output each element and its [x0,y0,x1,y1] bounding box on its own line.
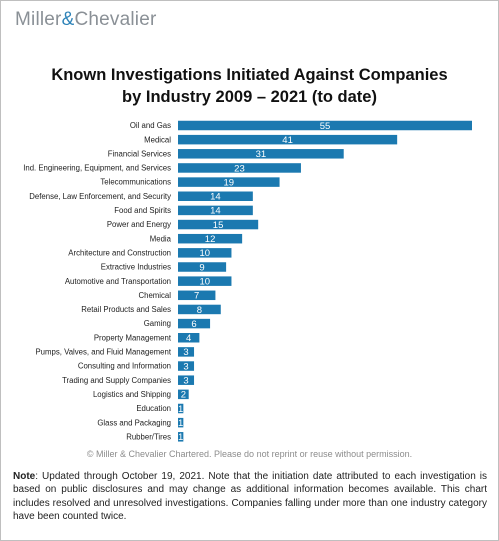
bar-value-label: 6 [191,319,196,330]
bar [178,219,259,230]
bar-value-label: 3 [183,347,188,358]
bar [178,276,232,286]
bar [178,347,195,357]
bar-value-label: 41 [282,135,293,146]
brand-ampersand: & [61,9,75,30]
bar-value-label: 12 [205,234,216,245]
bar-value-label: 1 [178,432,183,443]
bar [178,389,189,400]
bar [178,403,184,414]
bar-value-label: 31 [256,149,267,160]
copyright-notice: © Miller & Chevalier Chartered. Please d… [86,449,413,459]
footnote: Note: Updated through October 19, 2021. … [13,470,487,523]
bar-value-label: 1 [178,404,183,415]
bar-value-label: 23 [234,163,245,174]
chart-title: Known Investigations Initiated Against C… [0,64,499,108]
bar [178,120,472,131]
category-label: Gaming [144,319,171,328]
category-label: Pumps, Valves, and Fluid Management [35,348,171,357]
bar [178,375,195,385]
bar-value-label: 15 [213,220,224,231]
bar [178,417,184,428]
bar [178,361,195,371]
category-label: Financial Services [108,149,171,158]
category-label: Medical [144,135,171,144]
bar [178,177,280,187]
bar-value-label: 10 [199,276,210,287]
category-label: Automotive and Transportation [65,277,171,286]
brand-logo: Miller&Chevalier [15,9,157,31]
bar [178,290,216,301]
bar-value-label: 14 [210,206,221,217]
bar-value-label: 3 [183,376,188,387]
bar-value-label: 55 [320,121,331,132]
category-label: Defense, Law Enforcement, and Security [29,192,171,201]
bar [178,233,243,244]
brand-name-left: Miller [15,9,62,30]
chart-title-line2: by Industry 2009 – 2021 (to date) [122,88,377,106]
category-label: Media [150,234,172,243]
bar-value-label: 1 [178,418,183,429]
category-label: Oil and Gas [130,121,171,130]
category-label: Trading and Supply Companies [62,376,171,385]
bar-value-label: 19 [223,177,234,188]
category-label: Property Management [94,333,172,342]
footnote-text: : Updated through October 19, 2021. Note… [13,471,487,522]
bar-value-label: 14 [210,192,221,203]
category-label: Food and Spirits [114,206,171,215]
bar-value-label: 7 [194,291,199,302]
category-label: Extractive Industries [101,263,171,272]
chart-title-line1: Known Investigations Initiated Against C… [51,66,448,84]
category-label: Education [136,404,171,413]
category-label: Consulting and Information [78,362,171,371]
bar [178,432,184,442]
bar [178,333,200,343]
bar-value-label: 9 [199,262,204,273]
bar-value-label: 2 [181,390,186,401]
bar-value-label: 4 [186,333,191,344]
bar [178,205,253,216]
category-label: Ind. Engineering, Equipment, and Service… [23,164,171,173]
bar [178,318,211,329]
bar [178,163,301,173]
bar-value-label: 8 [197,305,202,316]
bar [178,191,253,201]
category-label: Architecture and Construction [68,248,171,257]
bar [178,149,344,159]
bar [178,248,232,258]
bar [178,262,227,272]
brand-name-right: Chevalier [74,9,157,30]
footnote-label: Note [13,471,36,482]
category-label: Telecommunications [100,178,171,187]
bar [178,134,398,145]
bar [178,304,221,315]
category-label: Chemical [139,291,172,300]
category-label: Glass and Packaging [97,418,171,427]
category-label: Rubber/Tires [126,432,171,441]
bar-value-label: 3 [183,361,188,372]
category-label: Power and Energy [107,220,171,229]
category-label: Retail Products and Sales [81,305,171,314]
category-label: Logistics and Shipping [93,390,171,399]
bar-value-label: 10 [199,248,210,259]
